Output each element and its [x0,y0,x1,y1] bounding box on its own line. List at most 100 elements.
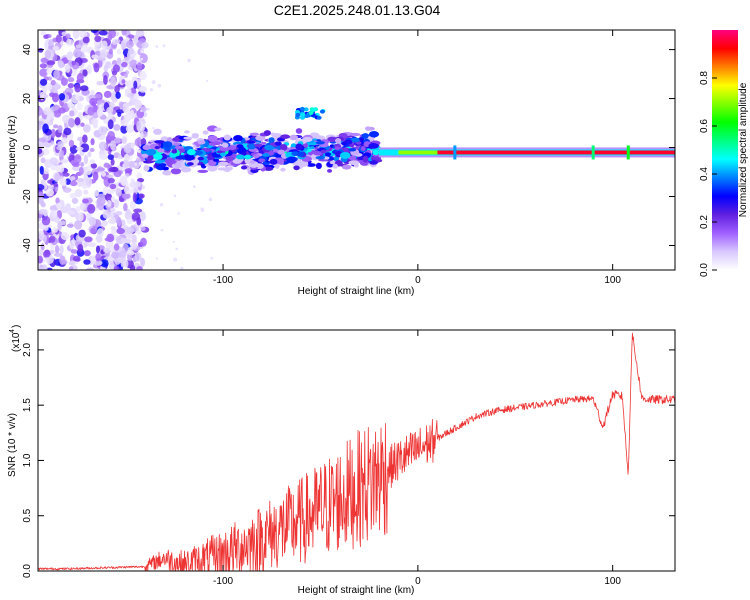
noise-cell [126,80,134,89]
noise-cell [113,243,120,251]
signal-cell [143,164,150,172]
noise-cell [138,85,147,93]
noise-cell [127,246,133,256]
noise-cell [108,48,113,55]
signal-cell [311,107,317,112]
noise-cell [74,188,83,198]
noise-cell [76,178,85,183]
y-tick-label: 1.0 [22,453,33,467]
signal-cell [327,136,338,143]
signal-cell [332,163,338,169]
signal-cell [315,156,326,160]
signal-cell [368,131,380,138]
noise-cell [68,266,74,270]
noise-cell [55,34,62,43]
noise-cell [48,110,55,120]
noise-cell [49,235,56,243]
noise-cell [155,45,159,48]
noise-cell [40,31,47,36]
noise-cell [123,238,133,244]
noise-cell [56,145,63,150]
noise-cell [68,139,75,148]
noise-cell [74,117,81,126]
signal-cell [299,115,305,120]
noise-cell [103,90,112,99]
signal-cell [334,138,342,144]
noise-cell [63,127,72,136]
snr-y-axis-label: SNR (10 * v/v) [7,413,18,477]
noise-cell [129,109,135,120]
noise-cell [83,259,91,265]
signal-cell [339,152,351,159]
signal-cell [207,135,218,143]
noise-cell [133,92,140,100]
noise-cell [115,91,121,99]
noise-cell [125,124,135,134]
spectrogram-y-axis-label: Frequency (Hz) [7,116,18,185]
signal-cell [244,154,252,160]
noise-cell [69,239,75,250]
signal-cell [212,141,222,146]
signal-cell [154,145,160,150]
noise-cell [60,232,70,241]
noise-cell [58,93,66,101]
noise-cell [136,217,142,226]
noise-cell [80,161,85,167]
noise-cell [44,249,51,258]
signal-cell [299,106,305,111]
noise-cell [49,157,58,165]
noise-cell [72,30,80,39]
noise-cell [96,80,105,86]
noise-cell [77,244,84,253]
noise-cell [107,154,115,160]
noise-cell [45,188,55,197]
noise-cell [95,245,101,254]
noise-cell [141,41,149,49]
colorbar-tick-label: 0.8 [699,71,710,85]
noise-cell [152,127,155,130]
noise-cell [107,177,115,184]
signal-cell [342,164,352,170]
signal-cell [171,149,178,154]
noise-cell [50,79,56,86]
x-tick-label: 0 [415,275,421,286]
signal-cell [153,128,162,135]
signal-cell [306,163,316,167]
noise-cell [110,196,116,202]
y-tick-label: 0 [22,144,33,150]
x-tick-label: 100 [604,576,621,587]
noise-cell [131,234,137,243]
noise-cell [108,167,117,173]
noise-cell [40,202,46,208]
noise-cell [140,57,144,61]
signal-cell [302,136,313,143]
noise-cell [108,217,116,224]
noise-cell [39,63,48,69]
colorbar-gradient [712,30,738,270]
noise-cell [71,197,79,204]
noise-cell [42,148,50,156]
noise-cell [59,149,64,158]
noise-cell [57,125,63,134]
noise-cell [102,210,111,219]
noise-cell [39,68,48,77]
signal-cell [249,160,256,164]
noise-cell [100,49,107,59]
noise-cell [187,58,191,63]
noise-cell [68,261,75,266]
noise-cell [120,39,127,50]
noise-cell [177,212,180,215]
noise-cell [114,85,120,94]
noise-cell [96,197,106,206]
noise-cell [70,249,78,254]
noise-cell [72,165,81,171]
noise-cell [139,131,144,140]
signal-cell [348,144,355,148]
signal-cell [193,158,200,164]
signal-cell [315,141,325,145]
noise-cell [127,93,136,99]
noise-cell [99,153,108,160]
noise-cell [172,240,176,244]
noise-cell [83,189,89,195]
